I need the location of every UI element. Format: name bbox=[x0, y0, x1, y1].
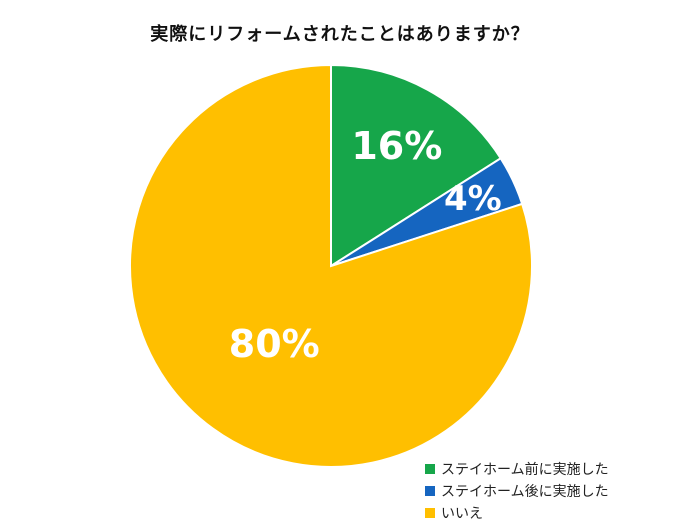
legend-item-1: ステイホーム前に実施した bbox=[425, 458, 609, 480]
legend-swatch-2 bbox=[425, 486, 435, 496]
slice-label-2: 4% bbox=[444, 179, 502, 219]
legend-item-2: ステイホーム後に実施した bbox=[425, 480, 609, 502]
legend-item-3: いいえ bbox=[425, 502, 609, 524]
legend-swatch-1 bbox=[425, 464, 435, 474]
chart-title: 実際にリフォームされたことはありますか？ bbox=[150, 24, 530, 45]
slice-label-1: 16% bbox=[351, 124, 442, 168]
pie-slice-1 bbox=[330, 63, 503, 268]
legend-label-3: いいえ bbox=[441, 506, 483, 522]
legend: ステイホーム前に実施した ステイホーム後に実施した いいえ bbox=[425, 458, 609, 524]
pie-slice-3 bbox=[129, 63, 533, 468]
legend-label-2: ステイホーム後に実施した bbox=[441, 484, 609, 500]
slice-label-3: 80% bbox=[229, 322, 320, 366]
legend-label-1: ステイホーム前に実施した bbox=[441, 462, 609, 478]
legend-swatch-3 bbox=[425, 508, 435, 518]
